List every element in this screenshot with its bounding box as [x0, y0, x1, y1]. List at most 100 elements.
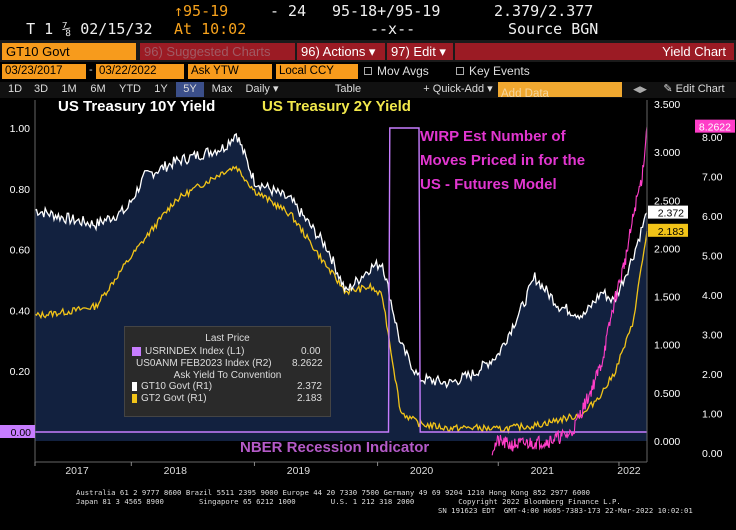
nber-last-tag-bg — [0, 425, 35, 438]
key-events-checkbox[interactable] — [456, 67, 464, 75]
currency-select[interactable]: Local CCY — [276, 64, 358, 79]
wirp-line-2: Moves Priced in for the — [420, 152, 586, 169]
end-date-input[interactable]: 03/22/2022 — [96, 64, 184, 79]
add-data-input[interactable]: Add Data — [498, 82, 622, 100]
bid-ask: 95-18+/95-19 — [332, 2, 441, 20]
start-date-input[interactable]: 03/23/2017 — [2, 64, 86, 79]
t2-annotation: US Treasury 2Y Yield — [262, 98, 411, 115]
range-button-3d[interactable]: 3D — [33, 83, 49, 95]
chart-canvas[interactable]: 1.000.800.600.400.200.003.5003.0002.5002… — [0, 98, 736, 530]
price-source: Source BGN — [508, 20, 599, 38]
quick-add-button[interactable]: + Quick-Add ▾ — [423, 83, 493, 95]
dashes: --x-- — [370, 20, 416, 38]
right1-axis-tick: 2.000 — [654, 243, 680, 255]
right1-axis-tick: 3.500 — [654, 99, 680, 111]
field-select[interactable]: Ask YTW — [188, 64, 272, 79]
wirp-last-tag: 8.2622 — [699, 122, 731, 134]
range-button-6m[interactable]: 6M — [90, 83, 106, 95]
range-button-1y[interactable]: 1Y — [154, 83, 168, 95]
legend-swatch — [132, 347, 141, 357]
legend-series-value: 0.00 — [301, 346, 321, 358]
right2-axis-tick: 0.00 — [702, 448, 723, 460]
nber-annotation: NBER Recession Indicator — [240, 439, 430, 456]
as-of-time: At 10:02 — [174, 20, 247, 38]
wirp-line-3: US - Futures Model — [420, 176, 557, 193]
right1-axis-tick: 0.000 — [654, 436, 680, 448]
suggested-charts-button[interactable]: 96) Suggested Charts — [140, 43, 295, 60]
range-button-1d[interactable]: 1D — [7, 83, 23, 95]
actions-menu[interactable]: 96) Actions ▾ — [297, 43, 385, 60]
t10-series-line[interactable] — [34, 132, 648, 389]
legend-series-name: US0ANM FEB2023 Index (R2) — [136, 357, 272, 369]
collapse-icon[interactable]: ◀▶ — [633, 84, 647, 94]
left-axis-tick: 1.00 — [10, 123, 31, 135]
table-button[interactable]: Table — [334, 83, 362, 95]
date-separator: - — [89, 64, 93, 76]
t2-last-tag-bg — [648, 223, 688, 237]
legend-series-value: 8.2622 — [292, 357, 323, 369]
wirp-series-line[interactable] — [491, 126, 648, 456]
right2-axis-tick: 8.00 — [702, 132, 723, 144]
t10-last-tag-bg — [648, 205, 688, 219]
right2-axis-tick: 1.00 — [702, 409, 723, 421]
right1-axis-tick: 1.000 — [654, 340, 680, 352]
legend-swatch — [132, 393, 137, 403]
t10-last-tag: 2.372 — [658, 208, 684, 220]
t2-series-line[interactable] — [34, 165, 648, 434]
t2-last-tag: 2.183 — [658, 226, 684, 238]
wirp-annotation: WIRP Est Number of Moves Priced in for t… — [420, 125, 585, 197]
security-desc: T 1 ⅞ 02/15/32 — [26, 20, 153, 38]
x-axis-tick: 2022 — [617, 465, 641, 477]
footer-contacts-2: Japan 81 3 4565 8900 Singapore 65 6212 1… — [76, 497, 621, 506]
legend-row[interactable]: USRINDEX Index (L1) 0.00 — [125, 346, 330, 358]
right2-axis-tick: 3.00 — [702, 330, 723, 342]
nber-last-tag: 0.00 — [11, 427, 32, 439]
right1-axis-tick: 3.000 — [654, 147, 680, 159]
edit-chart-button[interactable]: ✎ Edit Chart — [663, 83, 725, 95]
range-button-5y[interactable]: 5Y — [176, 82, 204, 97]
right2-axis-tick: 7.00 — [702, 172, 723, 184]
x-axis-tick: 2017 — [65, 465, 89, 477]
left-axis-tick: 0.80 — [10, 184, 31, 196]
t10-annotation: US Treasury 10Y Yield — [58, 98, 216, 115]
range-button-max[interactable]: Max — [211, 83, 233, 95]
last-price: ↑95-19 — [174, 2, 229, 20]
legend-swatch — [132, 382, 137, 392]
legend-box[interactable]: Last Price USRINDEX Index (L1) 0.00 US0ANM… — [124, 326, 331, 417]
wirp-line-1: WIRP Est Number of — [420, 128, 566, 145]
legend-series-name: GT2 Govt (R1) — [140, 392, 207, 404]
function-title: Yield Chart — [455, 43, 734, 60]
wirp-last-tag-bg — [695, 119, 735, 133]
frequency-select[interactable]: Daily ▾ — [245, 83, 279, 95]
parameter-bar — [0, 63, 736, 81]
range-button-1m[interactable]: 1M — [61, 83, 77, 95]
x-axis-tick: 2019 — [287, 465, 311, 477]
x-axis-tick: 2018 — [164, 465, 188, 477]
security-quote-line: T 1 ⅞ 02/15/32 — [8, 2, 153, 38]
footer-contacts-1: Australia 61 2 9777 8600 Brazil 5511 239… — [76, 488, 590, 497]
key-events-label: Key Events — [469, 64, 530, 78]
legend-series-value: 2.372 — [296, 381, 322, 393]
range-button-ytd[interactable]: YTD — [119, 83, 141, 95]
mov-avgs-label: Mov Avgs — [377, 64, 429, 78]
net-change: - 24 — [270, 2, 307, 20]
right1-axis-tick: 2.500 — [654, 195, 680, 207]
mov-avgs-checkbox[interactable] — [364, 67, 372, 75]
x-axis-tick: 2021 — [531, 465, 555, 477]
right1-axis-tick: 1.500 — [654, 292, 680, 304]
legend-row[interactable]: GT2 Govt (R1) 2.183 — [125, 393, 330, 405]
x-axis-tick: 2020 — [410, 465, 434, 477]
edit-menu[interactable]: 97) Edit ▾ — [387, 43, 453, 60]
right2-axis-tick: 6.00 — [702, 211, 723, 223]
legend-series-value: 2.183 — [296, 392, 322, 404]
legend-row[interactable]: US0ANM FEB2023 Index (R2) 8.2622 — [125, 358, 330, 370]
security-field[interactable]: GT10 Govt — [2, 43, 136, 60]
legend-title: Last Price — [205, 333, 250, 344]
key-events-toggle[interactable]: Key Events — [456, 64, 530, 78]
legend-series-name: GT10 Govt (R1) — [140, 381, 213, 393]
yield-bid-ask: 2.379/2.377 — [494, 2, 594, 20]
legend-row[interactable]: GT10 Govt (R1) 2.372 — [125, 381, 330, 393]
mov-avgs-toggle[interactable]: Mov Avgs — [364, 64, 429, 78]
right2-axis-tick: 5.00 — [702, 251, 723, 263]
nber-series-line[interactable] — [35, 127, 647, 433]
